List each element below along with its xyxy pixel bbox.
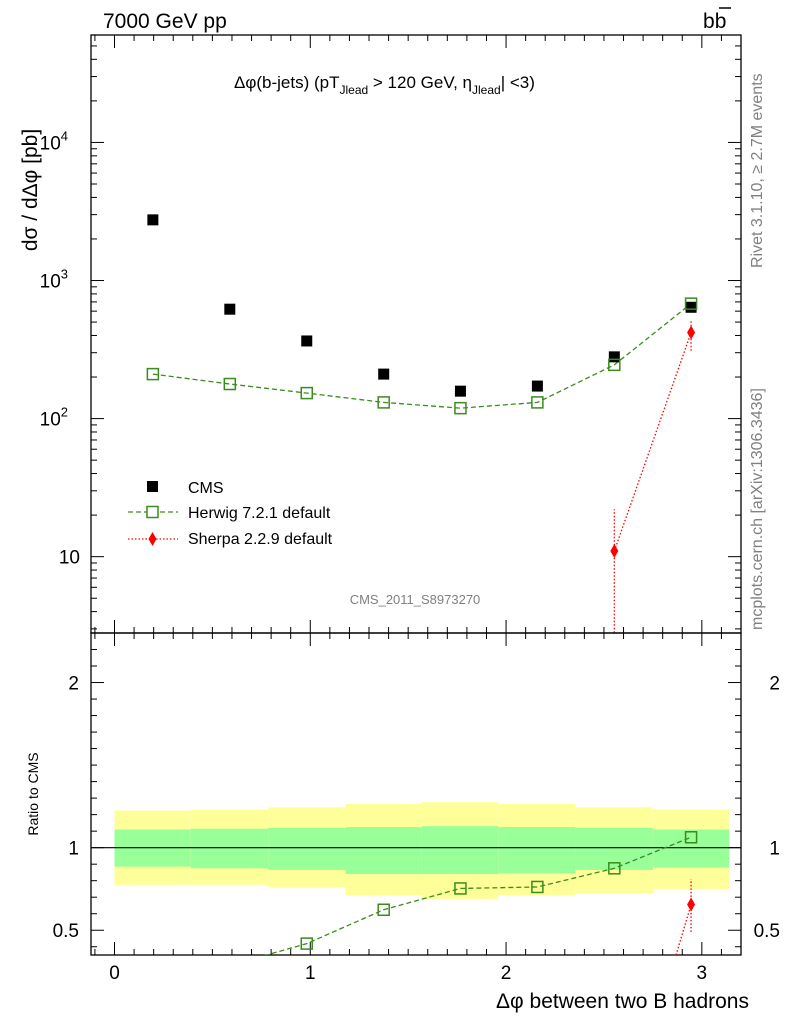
- legend-marker-sherpa: [148, 532, 157, 546]
- ratio-tick-label-left: 2: [68, 674, 79, 695]
- header-energy-label: 7000 GeV pp: [103, 10, 227, 33]
- ratio-plot-frame: [90, 632, 742, 956]
- x-tick-label: 3: [697, 963, 708, 984]
- herwig-data-point: [684, 297, 698, 310]
- inner-band-bin: [268, 827, 346, 870]
- ratio-y-axis-label: Ratio to CMS: [25, 752, 41, 835]
- sherpa-ratio-line: [675, 904, 692, 955]
- x-axis-label: Δφ between two B hadrons: [496, 990, 749, 1013]
- process-bbar: b: [715, 10, 727, 33]
- main-series: [146, 214, 698, 633]
- process-b: b: [703, 10, 715, 33]
- legend-marker-cms: [147, 481, 158, 492]
- ratio-axis-ticks: [91, 632, 741, 955]
- inner-band-bin: [498, 827, 576, 874]
- main-axis-ticks: [91, 34, 741, 633]
- herwig-data-point: [531, 396, 544, 409]
- cms-data-point: [224, 303, 236, 315]
- x-tick-labels: 0 1 2 3: [109, 963, 707, 984]
- cms-data-point: [685, 301, 697, 313]
- title-lead: Δφ(b-jets) (pT: [234, 73, 340, 92]
- legend-label-herwig: Herwig 7.2.1 default: [188, 505, 331, 522]
- process-label: bb: [703, 7, 731, 33]
- y-tick-label-exponent: 4: [61, 128, 68, 143]
- ratio-series: [147, 831, 698, 1006]
- mcplots-label: mcplots.cern.ch [arXiv:1306.3436]: [749, 388, 766, 630]
- y-tick-label-base: 10: [40, 272, 61, 293]
- ratio-tick-label-left: 0.5: [53, 921, 79, 942]
- herwig-data-point: [223, 377, 237, 391]
- legend-marker-herwig: [146, 505, 159, 519]
- herwig-data-point: [454, 401, 467, 415]
- herwig-ratio-point: [224, 960, 235, 971]
- y-tick-label-base: 10: [59, 548, 80, 569]
- legend-label-cms: CMS: [188, 480, 224, 497]
- svg-text:bb: bb: [703, 10, 726, 33]
- title-tail: | <3): [501, 73, 535, 92]
- title-mid: > 120 GeV, η: [368, 73, 472, 92]
- sherpa-data-point: [610, 543, 619, 558]
- ratio-tick-label-right: 0.5: [754, 921, 780, 942]
- herwig-ratio-point: [377, 903, 390, 917]
- sherpa-line: [613, 332, 692, 552]
- cms-data-point: [454, 385, 466, 397]
- title-sub-jlead-2: Jlead: [472, 83, 501, 97]
- y-tick-label: 10: [59, 548, 80, 569]
- herwig-ratio-point: [608, 862, 621, 875]
- herwig-ratio-point: [531, 880, 544, 894]
- plot-title: Δφ(b-jets) (pTJlead > 120 GeV, ηJlead| <…: [234, 73, 535, 97]
- legend-label-sherpa: Sherpa 2.2.9 default: [188, 531, 333, 548]
- ratio-tick-label-right: 2: [769, 674, 780, 695]
- y-tick-label: 104: [40, 128, 68, 154]
- cms-data-point: [531, 380, 543, 392]
- title-sub-jlead-1: Jlead: [340, 83, 369, 97]
- x-tick-label: 0: [109, 963, 120, 984]
- sherpa-data-point: [687, 325, 696, 340]
- herwig-data-point: [377, 396, 390, 409]
- ratio-tick-label-left: 1: [68, 839, 79, 860]
- ratio-tick-label-right: 1: [769, 839, 780, 860]
- y-tick-label-base: 10: [40, 410, 61, 431]
- x-tick-label: 2: [501, 963, 512, 984]
- y-tick-label-base: 10: [40, 133, 61, 154]
- y-tick-label-exponent: 3: [61, 267, 68, 282]
- cms-data-point: [378, 368, 390, 380]
- ratio-y-tick-labels: 0.5 0.5 1 1 2 2: [53, 674, 780, 943]
- ratio-series-clipped: [147, 831, 698, 1006]
- sherpa-ratio-point: [687, 897, 696, 912]
- y-tick-label-exponent: 2: [61, 405, 68, 420]
- analysis-id: CMS_2011_S8973270: [350, 592, 481, 607]
- main-series-clipped: [146, 214, 698, 633]
- herwig-ratio-line: [264, 836, 692, 955]
- legend: CMS Herwig 7.2.1 default Sherpa 2.2.9 de…: [128, 480, 333, 548]
- herwig-data-point: [300, 386, 314, 400]
- herwig-line: [152, 303, 692, 409]
- herwig-ratio-point: [147, 995, 158, 1006]
- herwig-ratio-point: [300, 937, 314, 950]
- ratio-uncertainty-bands: [91, 802, 741, 899]
- cms-data-point: [147, 214, 159, 226]
- herwig-data-point: [608, 358, 621, 372]
- inner-band-bin: [421, 826, 499, 875]
- y-tick-label: 102: [40, 405, 68, 431]
- inner-band-bin: [652, 829, 730, 868]
- y-tick-label: 103: [40, 267, 68, 293]
- y-axis-label: dσ / dΔφ [pb]: [19, 129, 42, 251]
- rivet-version-label: Rivet 3.1.10, ≥ 2.7M events: [749, 73, 766, 268]
- inner-band-bin: [345, 827, 422, 875]
- cms-data-point: [301, 335, 313, 347]
- x-tick-label: 1: [305, 963, 316, 984]
- herwig-data-point: [146, 367, 160, 381]
- herwig-ratio-point: [684, 831, 698, 844]
- cms-data-point: [608, 351, 620, 363]
- herwig-ratio-point: [454, 882, 467, 895]
- inner-band-bin: [190, 828, 269, 869]
